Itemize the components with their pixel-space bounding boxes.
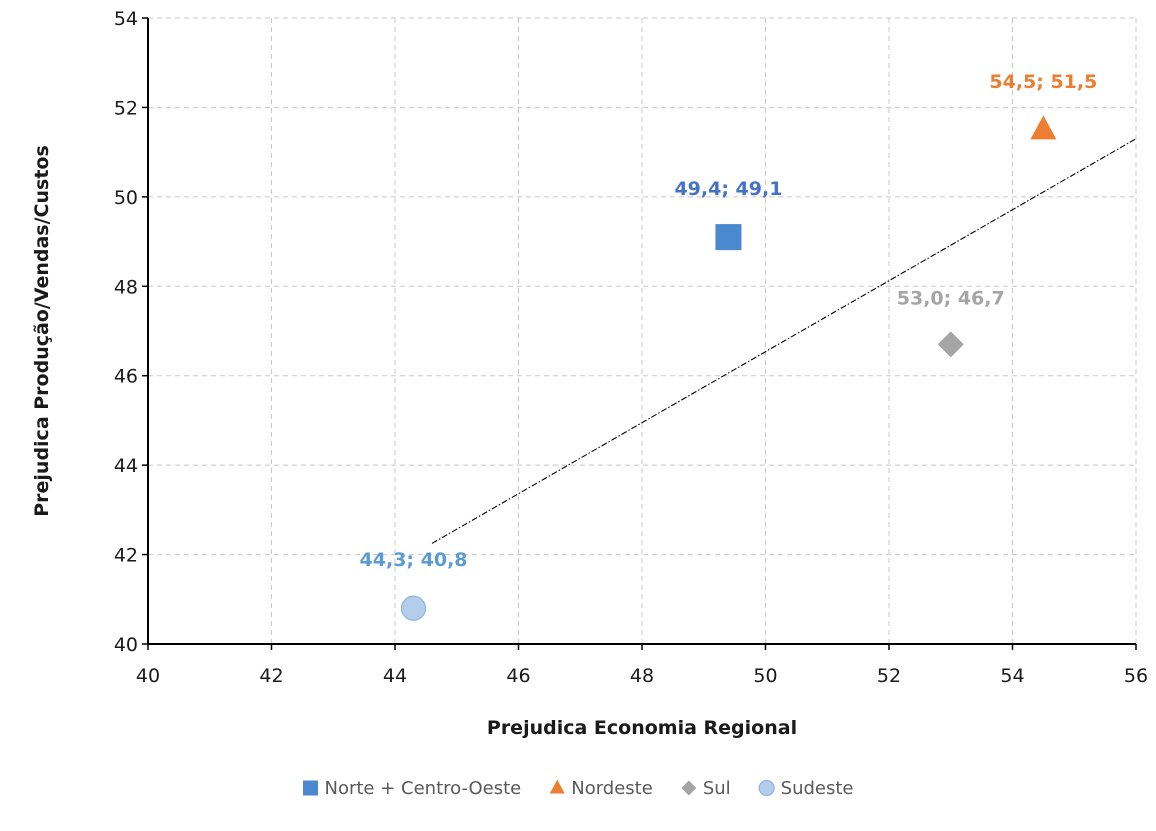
y-axis-title: Prejudica Produção/Vendas/Custos [31,145,53,517]
data-points [400,115,1057,621]
y-tick-label: 54 [114,8,138,30]
legend-symbol-square [302,780,318,796]
y-tick-label: 50 [114,187,138,209]
data-label: 44,3; 40,8 [360,549,468,571]
x-tick-label: 56 [1124,665,1148,687]
legend: Norte + Centro-Oeste Nordeste Sul Sudeste [302,778,854,799]
y-tick-label: 48 [114,276,138,298]
legend-label: Nordeste [571,778,653,799]
data-labels: 49,4; 49,1 54,5; 51,5 53,0; 46,7 44,3; 40,8 [360,71,1098,571]
trendline-layer [431,138,1137,544]
legend-label: Sul [703,778,731,799]
x-tick-label: 42 [259,665,283,687]
data-label: 54,5; 51,5 [989,71,1097,93]
legend-label: Norte + Centro-Oeste [324,778,521,799]
trendline [431,138,1137,544]
data-label: 53,0; 46,7 [897,287,1005,309]
x-tick-label: 48 [630,665,654,687]
y-tick-label: 46 [114,366,138,388]
y-tick-label: 40 [114,634,138,656]
y-tick-label: 52 [114,97,138,119]
data-point-square [715,224,742,251]
y-tick-label: 42 [114,545,138,567]
x-tick-labels: 40 42 44 46 48 50 52 54 56 [136,644,1148,687]
legend-item: Sul [681,778,731,799]
legend-symbol-diamond [681,780,697,796]
legend-item: Sudeste [758,778,854,799]
data-point-circle [400,595,427,621]
x-tick-label: 46 [506,665,530,687]
legend-item: Nordeste [549,778,653,799]
legend-symbol-triangle [549,779,565,794]
x-tick-label: 44 [383,665,407,687]
data-point-triangle [1030,115,1057,140]
x-axis-title: Prejudica Economia Regional [487,717,797,739]
data-label: 49,4; 49,1 [674,178,782,200]
data-point-diamond [937,331,964,358]
x-tick-label: 50 [753,665,777,687]
x-tick-label: 52 [877,665,901,687]
x-tick-label: 40 [136,665,160,687]
legend-symbol-circle [758,779,775,797]
legend-item: Norte + Centro-Oeste [302,778,521,799]
y-tick-labels: 40 42 44 46 48 50 52 54 [114,8,148,656]
x-tick-label: 54 [1000,665,1024,687]
y-tick-label: 44 [114,455,138,477]
grid-lines [148,17,1137,644]
legend-label: Sudeste [781,778,854,799]
